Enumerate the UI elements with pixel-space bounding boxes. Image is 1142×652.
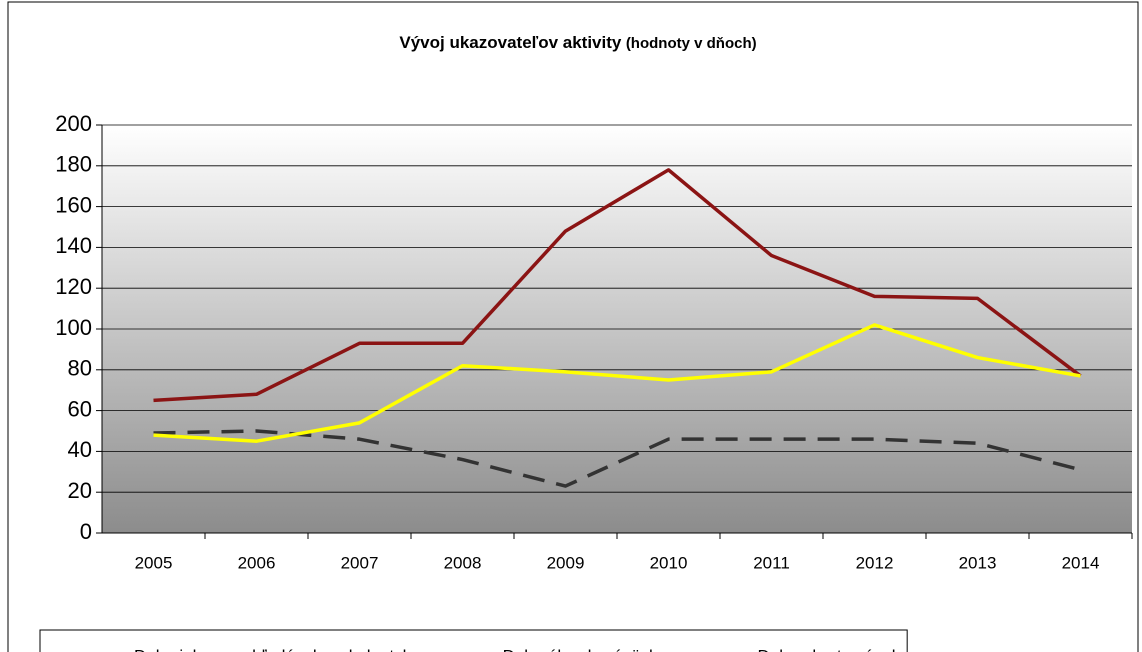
x-tick-label: 2011 xyxy=(753,553,790,572)
y-tick-label: 140 xyxy=(55,233,92,258)
y-tick-label: 80 xyxy=(68,356,92,381)
x-tick-label: 2013 xyxy=(959,553,997,572)
y-tick-label: 160 xyxy=(55,192,92,217)
legend: Doba inkasa pohľadávok z obch.styku Doba … xyxy=(39,629,908,652)
y-tick-label: 180 xyxy=(55,152,92,177)
x-tick-label: 2009 xyxy=(547,553,585,572)
y-tick-label: 20 xyxy=(68,478,92,503)
y-tick-label: 0 xyxy=(80,519,92,544)
series-line xyxy=(153,323,1081,443)
subtitle: (hodnoty v dňoch) xyxy=(626,35,757,52)
x-tick-label: 2007 xyxy=(341,553,379,572)
x-tick-label: 2006 xyxy=(238,553,276,572)
y-tick-label: 40 xyxy=(68,437,92,462)
title: Vývoj ukazovateľov aktivity xyxy=(399,33,622,52)
y-tick-label: 120 xyxy=(55,274,92,299)
series-line xyxy=(153,429,1081,488)
x-tick-label: 2012 xyxy=(856,553,894,572)
legend-box xyxy=(39,629,908,652)
x-tick-label: 2010 xyxy=(650,553,688,572)
legend-label: Doba úhrady záväzkov xyxy=(503,646,676,652)
x-tick-label: 2014 xyxy=(1062,553,1100,572)
x-tick-label: 2005 xyxy=(135,553,173,572)
y-tick-label: 60 xyxy=(68,396,92,421)
x-tick-label: 2008 xyxy=(444,553,482,572)
y-tick-label: 200 xyxy=(55,111,92,136)
y-tick-label: 100 xyxy=(55,315,92,340)
legend-label: Doba obratu zásob xyxy=(758,646,902,652)
chart-title: Vývoj ukazovateľov aktivity (hodnoty v d… xyxy=(399,33,756,52)
series-line xyxy=(153,168,1082,403)
legend-label: Doba inkasa pohľadávok z obch.styku xyxy=(134,646,421,652)
